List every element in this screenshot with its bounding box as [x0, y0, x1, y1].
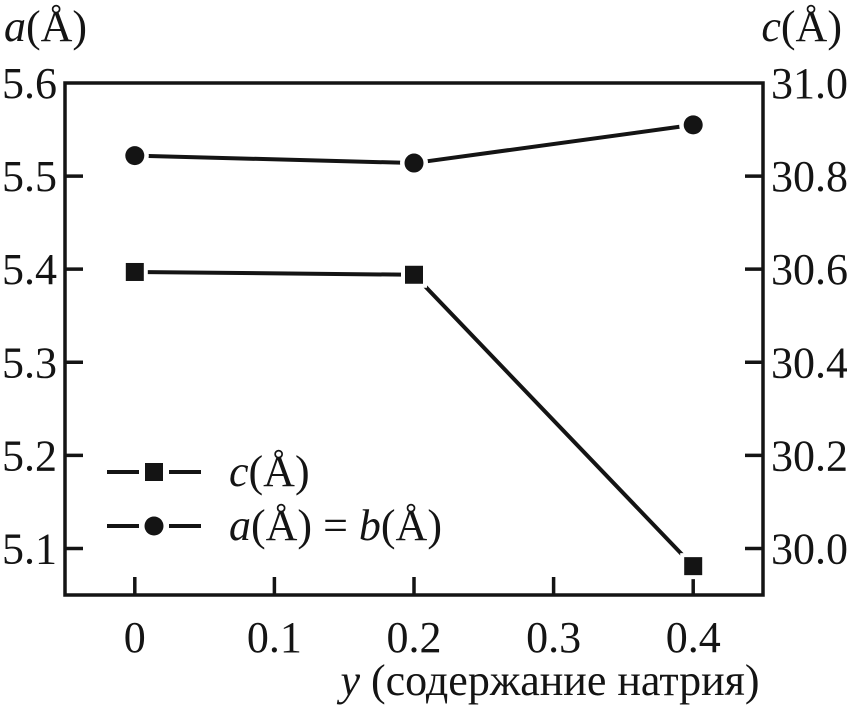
left-tick-label: 5.1	[2, 524, 57, 573]
x-tick-label: 0	[124, 613, 146, 662]
right-axis-title-unit: (Å)	[780, 2, 842, 51]
right-tick-label: 30.2	[771, 431, 847, 480]
legend-ab-var1: a	[229, 501, 251, 550]
right-tick-label: 30.0	[771, 524, 847, 573]
circle-marker-icon	[683, 115, 703, 135]
left-tick-label: 5.4	[2, 245, 57, 294]
legend-ab-var2: b	[358, 501, 381, 550]
left-tick-label: 5.5	[2, 152, 57, 201]
right-axis-ticks: 30.0 30.2 30.4 30.6 30.8 31.0	[745, 59, 847, 573]
legend-ab-rest1: (Å) =	[251, 501, 359, 550]
square-marker-icon	[405, 265, 423, 284]
left-axis-title: a(Å)	[4, 2, 87, 52]
right-tick-label: 31.0	[771, 59, 847, 108]
x-tick-label: 0.1	[247, 613, 302, 662]
right-axis-title-var: c	[761, 2, 781, 51]
legend-c-var1: c	[229, 447, 249, 496]
left-tick-label: 5.3	[2, 338, 57, 387]
legend-c-rest1: (Å)	[248, 447, 310, 496]
circle-marker-icon	[125, 146, 145, 166]
circle-marker-icon	[404, 153, 424, 173]
x-tick-label: 0.4	[666, 613, 721, 662]
right-axis-title: c(Å)	[761, 2, 842, 52]
right-tick-label: 30.6	[771, 245, 847, 294]
legend-label-c: c(Å)	[229, 445, 310, 499]
x-axis-label-rest: (содержание натрия)	[360, 656, 760, 705]
legend-item-ab: a(Å) = b(Å)	[105, 499, 442, 553]
legend-circle-marker-icon	[107, 516, 201, 536]
square-marker-icon	[125, 262, 144, 281]
legend: c(Å) a(Å) = b(Å)	[105, 445, 442, 553]
left-tick-label: 5.2	[2, 431, 57, 480]
legend-item-c: c(Å)	[105, 445, 442, 499]
legend-ab-rest2: (Å)	[380, 501, 442, 550]
square-marker-icon	[684, 557, 703, 576]
x-axis-ticks: 0 0.1 0.2 0.3 0.4	[124, 577, 721, 662]
left-axis-title-unit: (Å)	[26, 2, 88, 51]
right-tick-label: 30.4	[771, 338, 847, 387]
left-axis-title-var: a	[4, 2, 26, 51]
left-tick-label: 5.6	[2, 59, 57, 108]
legend-square-marker-icon	[107, 463, 201, 481]
legend-label-ab: a(Å) = b(Å)	[229, 499, 442, 553]
square-marker-icon	[145, 463, 163, 481]
x-axis-label: y (содержание натрия)	[250, 656, 847, 706]
circle-marker-icon	[144, 516, 164, 536]
x-axis-label-var: y	[340, 656, 360, 705]
left-axis-ticks: 5.1 5.2 5.3 5.4 5.5 5.6	[2, 59, 83, 573]
right-tick-label: 30.8	[771, 152, 847, 201]
x-tick-label: 0.3	[526, 613, 581, 662]
x-tick-label: 0.2	[387, 613, 442, 662]
